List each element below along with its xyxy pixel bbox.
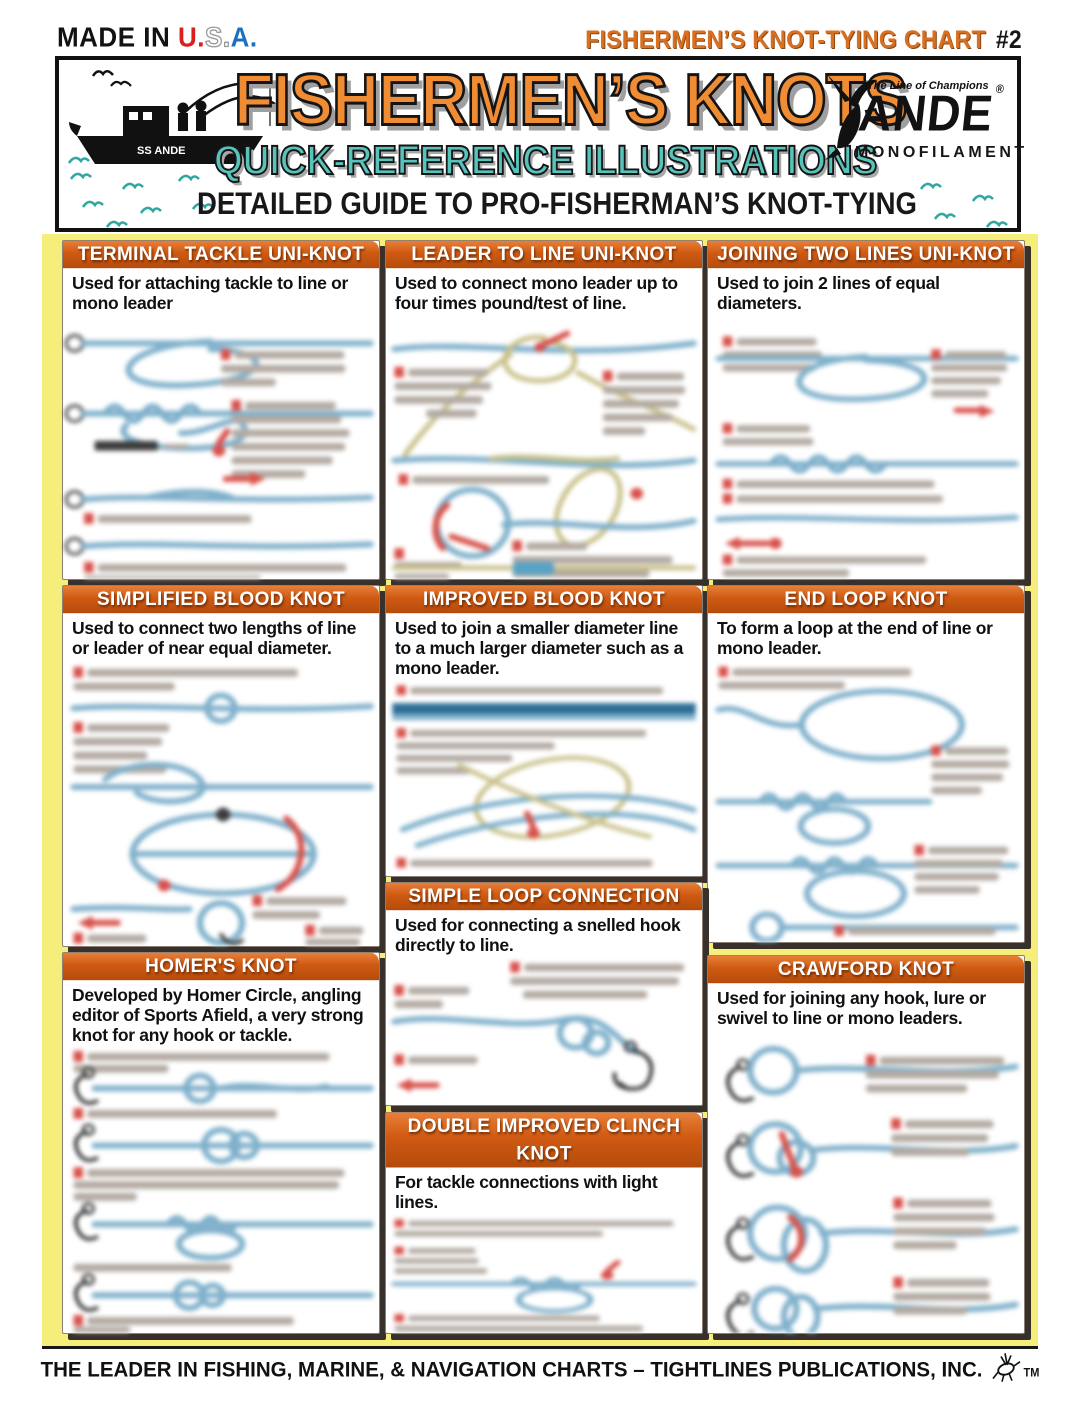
- made-in-usa-label: MADE IN U.S.A.: [57, 21, 258, 54]
- wave-icon: [919, 182, 942, 190]
- wave-icon: [933, 212, 956, 220]
- knot-illustration: [386, 680, 702, 876]
- panel-title: SIMPLIFIED BLOOD KNOT: [63, 585, 379, 616]
- panel-title: LEADER TO LINE UNI-KNOT: [386, 240, 702, 271]
- knot-illustration: [386, 316, 702, 579]
- panel-description: Used for connecting a snelled hook direc…: [395, 915, 681, 955]
- panel-description: Used to connect two lengths of line or l…: [72, 618, 357, 658]
- boat-illustration: SS ANDE: [69, 70, 276, 164]
- chart-number: #2: [995, 24, 1022, 54]
- wave-icon: [985, 220, 1008, 228]
- panel-title: JOINING TWO LINES UNI-KNOT: [708, 240, 1024, 271]
- panel-title: TERMINAL TACKLE UNI-KNOT: [63, 240, 379, 271]
- usa-u: U.: [178, 21, 205, 53]
- wave-icon: [191, 202, 214, 210]
- panel-improved-blood-knot: IMPROVED BLOOD KNOT Used to join a small…: [385, 585, 703, 877]
- panel-description: Used to connect mono leader up to four t…: [395, 273, 678, 313]
- panel-simple-loop-connection: SIMPLE LOOP CONNECTION Used for connecti…: [385, 882, 703, 1106]
- panel-homers-knot: HOMER'S KNOT Developed by Homer Circle, …: [62, 952, 380, 1334]
- panel-description: To form a loop at the end of line or mon…: [717, 618, 993, 658]
- knot-illustration: [386, 1215, 702, 1333]
- panel-simplified-blood-knot: SIMPLIFIED BLOOD KNOT Used to connect tw…: [62, 585, 380, 947]
- tm-mark: TM: [1023, 1367, 1040, 1380]
- knot-chart-area: TERMINAL TACKLE UNI-KNOT Used for attach…: [42, 234, 1038, 1349]
- chart-series-text: FISHERMEN’S KNOT-TYING CHART: [585, 24, 986, 54]
- page-tagline: DETAILED GUIDE TO PRO-FISHERMAN’S KNOT-T…: [197, 186, 917, 222]
- usa-s: S.: [204, 21, 231, 54]
- brand-product: MONOFILAMENT: [855, 144, 1028, 161]
- knot-illustration: [708, 1031, 1024, 1333]
- panel-terminal-tackle-uni-knot: TERMINAL TACKLE UNI-KNOT Used for attach…: [62, 240, 380, 580]
- wave-icon: [69, 172, 92, 180]
- knot-illustration: [708, 661, 1024, 942]
- bird-icon: [91, 70, 114, 77]
- wave-icon: [971, 194, 994, 202]
- panel-title: DOUBLE IMPROVED CLINCH KNOT: [386, 1112, 702, 1170]
- panel-title: SIMPLE LOOP CONNECTION: [386, 882, 702, 913]
- footer-text: THE LEADER IN FISHING, MARINE, & NAVIGAT…: [40, 1357, 983, 1382]
- wave-icon: [121, 182, 144, 190]
- usa-a: A.: [230, 21, 258, 53]
- knot-illustration: [708, 316, 1024, 579]
- panel-title: END LOOP KNOT: [708, 585, 1024, 616]
- knot-illustration: [386, 958, 702, 1105]
- panel-end-loop-knot: END LOOP KNOT To form a loop at the end …: [707, 585, 1025, 943]
- made-in-text: MADE IN: [57, 21, 178, 53]
- wave-icon: [177, 174, 200, 182]
- brand-name: ANDE®: [855, 83, 1006, 142]
- panel-leader-to-line-uni-knot: LEADER TO LINE UNI-KNOT Used to connect …: [385, 240, 703, 580]
- bird-icon: [110, 80, 132, 87]
- panel-description: Used for joining any hook, lure or swive…: [717, 988, 986, 1028]
- boat-name-label: SS ANDE: [137, 145, 186, 157]
- wave-icon: [105, 220, 128, 228]
- page-title: FISHERMEN’S KNOTS: [233, 57, 909, 142]
- panel-title: IMPROVED BLOOD KNOT: [386, 585, 702, 616]
- panel-description: Used to join 2 lines of equal diameters.: [717, 273, 940, 313]
- header-banner: SS ANDE FISHERMEN’S KNOTS QUICK-REFERENC…: [55, 56, 1024, 232]
- panel-description: Used for attaching tackle to line or mon…: [72, 273, 349, 313]
- marlin-icon: [825, 74, 877, 160]
- registered-mark: ®: [995, 83, 1006, 97]
- knot-illustration: [63, 316, 379, 579]
- chart-series-title: FISHERMEN’S KNOT-TYING CHART #2: [585, 25, 1022, 55]
- panel-description: Used to join a smaller diameter line to …: [395, 618, 684, 678]
- panel-double-improved-clinch-knot: DOUBLE IMPROVED CLINCH KNOT For tackle c…: [385, 1112, 703, 1334]
- panel-joining-two-lines-uni-knot: JOINING TWO LINES UNI-KNOT Used to join …: [707, 240, 1025, 580]
- panel-crawford-knot: CRAWFORD KNOT Used for joining any hook,…: [707, 955, 1025, 1334]
- panel-title: HOMER'S KNOT: [63, 952, 379, 983]
- page-subtitle: QUICK-REFERENCE ILLUSTRATIONS: [213, 137, 878, 184]
- fish-logo-icon: [991, 1353, 1020, 1382]
- wave-icon: [67, 156, 90, 164]
- wave-icon: [139, 206, 162, 214]
- panel-description: For tackle connections with light lines.: [395, 1172, 658, 1212]
- ande-logo: The Line of Champions ANDE® MONOFILAMENT: [825, 64, 1024, 214]
- panel-description: Developed by Homer Circle, angling edito…: [72, 985, 364, 1045]
- panel-title: CRAWFORD KNOT: [708, 955, 1024, 986]
- knot-illustration: [63, 661, 379, 946]
- wave-icon: [81, 200, 104, 208]
- knot-illustration: [63, 1047, 379, 1333]
- brand-tagline: The Line of Champions: [867, 80, 989, 92]
- footer: THE LEADER IN FISHING, MARINE, & NAVIGAT…: [0, 1351, 1080, 1383]
